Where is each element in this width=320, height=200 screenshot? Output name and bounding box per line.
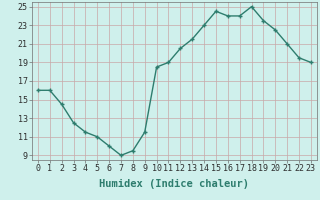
X-axis label: Humidex (Indice chaleur): Humidex (Indice chaleur) <box>100 179 249 189</box>
